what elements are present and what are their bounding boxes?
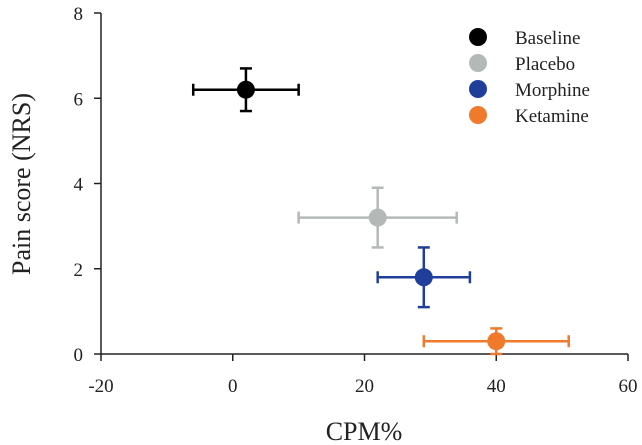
data-point [414, 268, 433, 287]
x-tick-label: 60 [619, 376, 638, 397]
x-axis-ticks: -20 0 20 40 60 [88, 354, 638, 397]
x-tick-label: 20 [355, 376, 374, 397]
data-point [236, 80, 255, 99]
series-baseline [191, 67, 300, 113]
y-tick-label: 0 [74, 345, 84, 366]
legend-marker [469, 106, 487, 124]
data-point [487, 332, 506, 351]
x-tick-label: 0 [228, 376, 238, 397]
x-axis-title: CPM% [326, 417, 403, 445]
y-axis-title: Pain score (NRS) [7, 93, 36, 275]
legend-label: Placebo [515, 54, 575, 75]
data-point [368, 208, 387, 227]
y-tick-label: 8 [74, 4, 84, 25]
y-tick-label: 4 [74, 175, 84, 196]
legend-label: Ketamine [515, 106, 589, 127]
series-ketamine [422, 327, 570, 356]
legend: Baseline Placebo Morphine Ketamine [469, 28, 590, 127]
y-tick-label: 2 [74, 260, 84, 281]
legend-marker [469, 54, 487, 72]
legend-label: Morphine [515, 80, 590, 101]
series-placebo [297, 186, 458, 249]
x-tick-label: -20 [88, 376, 113, 397]
legend-marker [469, 80, 487, 98]
y-tick-label: 6 [74, 89, 84, 110]
data-series [191, 67, 570, 356]
legend-label: Baseline [515, 28, 580, 49]
x-tick-label: 40 [487, 376, 506, 397]
y-axis-ticks: 0 2 4 6 8 [74, 4, 101, 366]
legend-marker [469, 28, 487, 46]
series-morphine [376, 246, 472, 309]
